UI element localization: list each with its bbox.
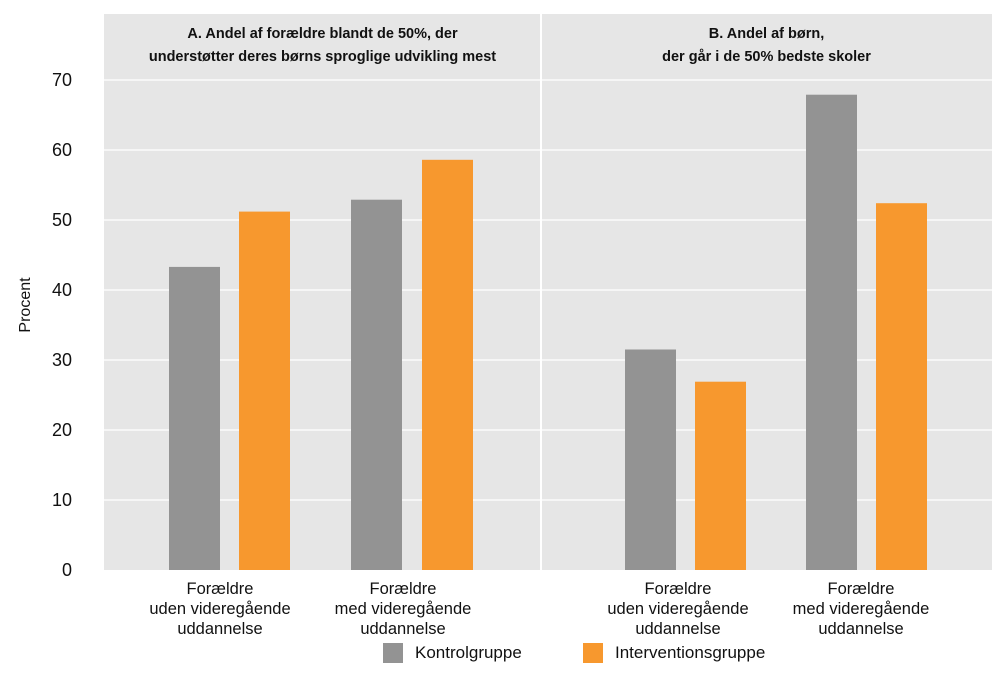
y-axis-label: Procent: [17, 277, 34, 333]
y-tick-label: 70: [52, 70, 72, 90]
bar-interventionsgruppe: [695, 381, 746, 570]
panel-title-line: understøtter deres børns sproglige udvik…: [149, 49, 496, 65]
bar-kontrolgruppe: [625, 349, 676, 570]
x-category-label: med videregående: [335, 600, 472, 618]
x-category-label: Forældre: [828, 580, 895, 598]
y-tick-label: 40: [52, 280, 72, 300]
x-category-label: med videregående: [793, 600, 930, 618]
y-tick-label: 60: [52, 140, 72, 160]
panel-title-line: B. Andel af børn,: [709, 26, 824, 42]
x-category-label: uddannelse: [635, 620, 720, 638]
x-category-label: Forældre: [370, 580, 437, 598]
bar-kontrolgruppe: [806, 94, 857, 570]
bar-kontrolgruppe: [351, 199, 402, 570]
bar-interventionsgruppe: [422, 159, 473, 571]
panel-title-line: A. Andel af forældre blandt de 50%, der: [187, 26, 458, 42]
x-category-label: Forældre: [187, 580, 254, 598]
legend-swatch-kontrolgruppe: [383, 643, 403, 663]
y-tick-label: 10: [52, 490, 72, 510]
x-category-label: Forældre: [645, 580, 712, 598]
x-category-label: uddannelse: [818, 620, 903, 638]
bar-chart: 0 10 20 30 40 50 60 70 Procent A. Andel af foræld…: [17, 14, 992, 638]
x-category-label: uddannelse: [360, 620, 445, 638]
y-tick-label: 0: [62, 560, 72, 580]
bar-interventionsgruppe: [876, 203, 927, 570]
y-tick-label: 50: [52, 210, 72, 230]
legend-item-kontrolgruppe: Kontrolgruppe: [383, 640, 522, 666]
legend-swatch-interventionsgruppe: [583, 643, 603, 663]
bar-interventionsgruppe: [239, 211, 290, 570]
legend-label-kontrolgruppe: Kontrolgruppe: [415, 643, 522, 662]
bar-kontrolgruppe: [169, 266, 220, 570]
x-category-label: uden videregående: [149, 600, 290, 618]
y-tick-label: 30: [52, 350, 72, 370]
legend-label-interventionsgruppe: Interventionsgruppe: [615, 643, 766, 662]
panel-title-line: der går i de 50% bedste skoler: [662, 49, 871, 65]
x-category-label: uden videregående: [607, 600, 748, 618]
legend-item-interventionsgruppe: Interventionsgruppe: [583, 640, 765, 666]
y-tick-label: 20: [52, 420, 72, 440]
chart-legend: Kontrolgruppe Interventionsgruppe: [0, 640, 992, 670]
x-category-label: uddannelse: [177, 620, 262, 638]
